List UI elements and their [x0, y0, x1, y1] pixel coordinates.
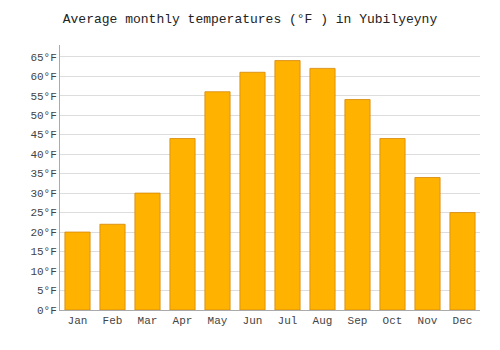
svg-text:Feb: Feb — [103, 315, 123, 327]
svg-text:55°F: 55°F — [30, 91, 56, 103]
svg-text:50°F: 50°F — [30, 110, 56, 122]
svg-text:Mar: Mar — [138, 315, 158, 327]
svg-text:Aug: Aug — [313, 315, 333, 327]
svg-text:Jun: Jun — [243, 315, 263, 327]
svg-text:65°F: 65°F — [30, 52, 56, 64]
svg-text:25°F: 25°F — [30, 207, 56, 219]
svg-text:35°F: 35°F — [30, 168, 56, 180]
svg-text:20°F: 20°F — [30, 227, 56, 239]
svg-text:May: May — [208, 315, 228, 327]
svg-text:Jan: Jan — [68, 315, 88, 327]
svg-text:Dec: Dec — [453, 315, 473, 327]
svg-text:10°F: 10°F — [30, 266, 56, 278]
svg-text:40°F: 40°F — [30, 149, 56, 161]
svg-text:15°F: 15°F — [30, 246, 56, 258]
svg-text:Jul: Jul — [278, 315, 298, 327]
svg-text:0°F: 0°F — [37, 305, 57, 317]
svg-text:60°F: 60°F — [30, 71, 56, 83]
svg-text:Nov: Nov — [418, 315, 438, 327]
svg-text:Apr: Apr — [173, 315, 193, 327]
svg-text:Sep: Sep — [348, 315, 368, 327]
svg-text:30°F: 30°F — [30, 188, 56, 200]
svg-text:45°F: 45°F — [30, 129, 56, 141]
svg-text:Oct: Oct — [383, 315, 403, 327]
svg-text:Average monthly temperatures (: Average monthly temperatures (°F ) in Yu… — [63, 12, 438, 27]
svg-text:5°F: 5°F — [37, 285, 57, 297]
